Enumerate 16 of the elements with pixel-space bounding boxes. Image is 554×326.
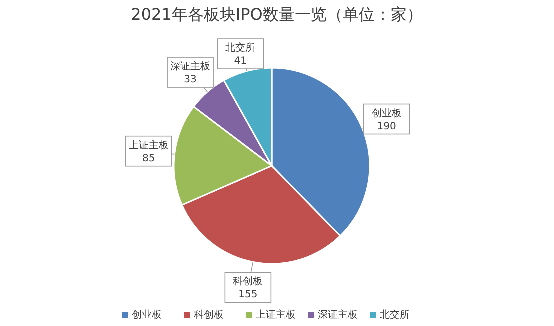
chart-title: 2021年各板块IPO数量一览（单位：家） (131, 5, 423, 24)
data-label: 41 (234, 56, 248, 68)
slice-label: 科创板 (233, 276, 264, 288)
data-label: 33 (184, 74, 197, 86)
legend-label: 上证主板 (256, 309, 296, 321)
data-label: 155 (238, 290, 258, 301)
data-label: 190 (377, 121, 396, 132)
legend-label: 深证主板 (318, 309, 358, 321)
slice-label: 北交所 (226, 42, 256, 54)
legend-label: 科创板 (194, 309, 224, 321)
legend-label: 北交所 (380, 309, 410, 321)
slice-label: 创业板 (372, 107, 402, 120)
slice-label: 上证主板 (128, 139, 169, 152)
legend-label: 创业板 (132, 309, 162, 321)
data-label: 85 (142, 153, 156, 164)
slice-label: 深证主板 (170, 60, 211, 73)
